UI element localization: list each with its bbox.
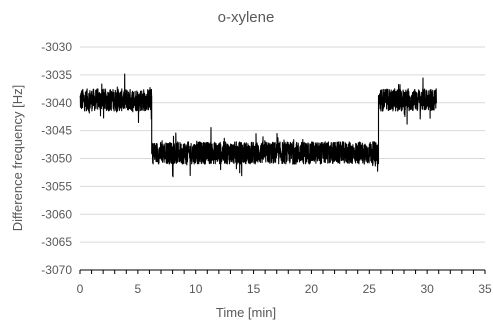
- x-tick-label: 35: [478, 282, 492, 296]
- x-axis-title: Time [min]: [216, 305, 276, 320]
- x-tick-label: 5: [135, 282, 142, 296]
- y-tick-label: -3055: [41, 179, 72, 193]
- y-tick-label: -3060: [41, 207, 72, 221]
- y-axis-title: Difference frequency [Hz]: [10, 85, 25, 231]
- y-tick-label: -3040: [41, 96, 72, 110]
- y-tick-label: -3035: [41, 68, 72, 82]
- x-tick-label: 30: [420, 282, 434, 296]
- y-tick-label: -3070: [41, 263, 72, 277]
- x-tick-label: 10: [189, 282, 203, 296]
- x-tick-label: 0: [77, 282, 84, 296]
- y-tick-label: -3050: [41, 152, 72, 166]
- x-tick-label: 15: [247, 282, 261, 296]
- y-tick-label: -3065: [41, 235, 72, 249]
- y-tick-label: -3045: [41, 124, 72, 138]
- x-tick-label: 20: [305, 282, 319, 296]
- y-axis-ticks: -3030 -3035 -3040 -3045 -3050 -3055 -3060 -3065…: [41, 40, 72, 277]
- series-line: [79, 73, 437, 178]
- x-axis-ticks: 0 5 10 15 20 25 30 35: [77, 269, 492, 296]
- plot-area: [79, 73, 437, 178]
- chart-title: o-xylene: [218, 9, 275, 26]
- x-tick-label: 25: [363, 282, 377, 296]
- y-tick-label: -3030: [41, 40, 72, 54]
